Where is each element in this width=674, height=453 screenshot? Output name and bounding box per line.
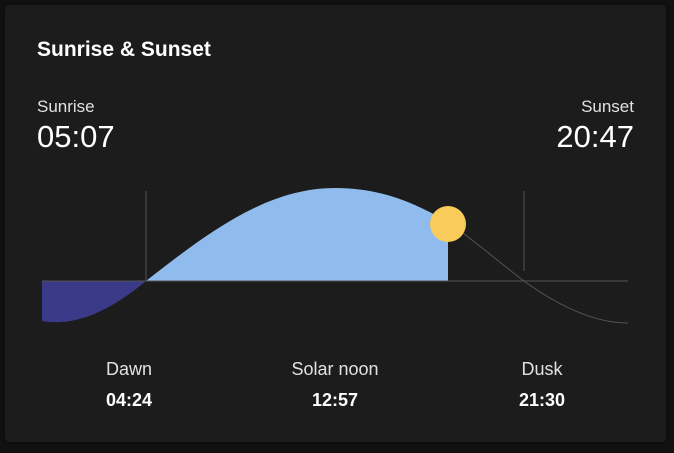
dusk-time: 21:30 bbox=[518, 390, 566, 410]
sun-icon bbox=[430, 206, 466, 242]
sunrise-block: Sunrise 05:07 bbox=[37, 97, 115, 155]
dusk-label: Dusk bbox=[521, 359, 563, 379]
sunrise-time: 05:07 bbox=[37, 119, 115, 154]
solar-noon-label: Solar noon bbox=[291, 359, 379, 379]
sunset-block: Sunset 20:47 bbox=[556, 97, 634, 155]
dawn-time: 04:24 bbox=[105, 390, 153, 410]
daylight-area bbox=[146, 188, 448, 281]
sunset-label: Sunset bbox=[581, 97, 634, 116]
night-area bbox=[42, 281, 146, 323]
dusk-stat: Dusk 21:30 bbox=[462, 358, 622, 411]
sun-elevation-graph bbox=[42, 188, 629, 324]
sunrise-label: Sunrise bbox=[37, 97, 95, 116]
solar-noon-time: 12:57 bbox=[311, 390, 359, 410]
solar-noon-stat: Solar noon 12:57 bbox=[255, 358, 415, 411]
sunset-time: 20:47 bbox=[556, 119, 634, 154]
remaining-curve bbox=[447, 221, 629, 324]
sun-card: Sunrise & Sunset Sunrise 05:07 Sunset 20… bbox=[5, 5, 666, 442]
card-title: Sunrise & Sunset bbox=[37, 38, 211, 61]
dawn-stat: Dawn 04:24 bbox=[49, 358, 209, 411]
dawn-label: Dawn bbox=[105, 359, 153, 379]
